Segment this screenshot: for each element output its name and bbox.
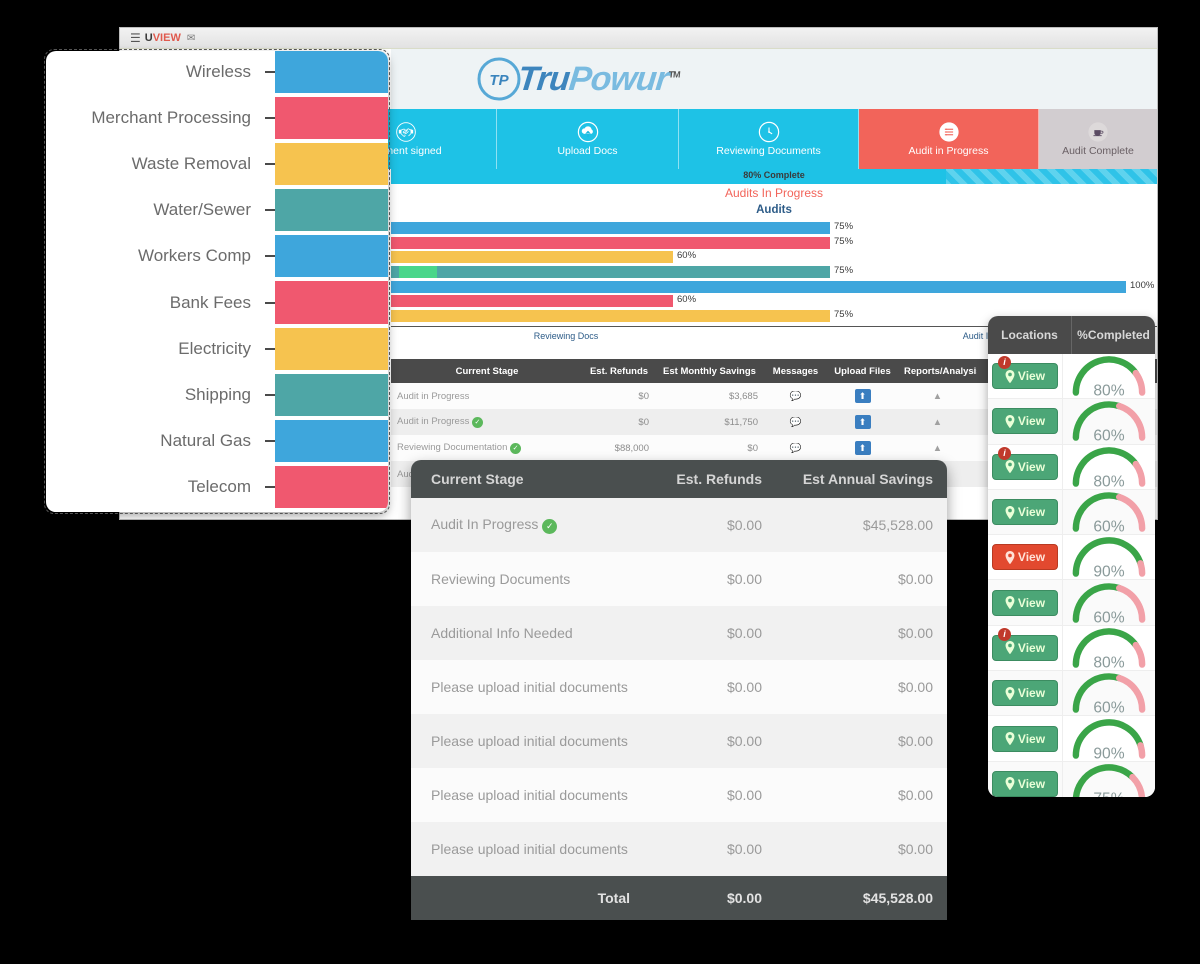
svg-text:75%: 75%: [1093, 790, 1124, 797]
svg-text:TP: TP: [489, 72, 509, 89]
